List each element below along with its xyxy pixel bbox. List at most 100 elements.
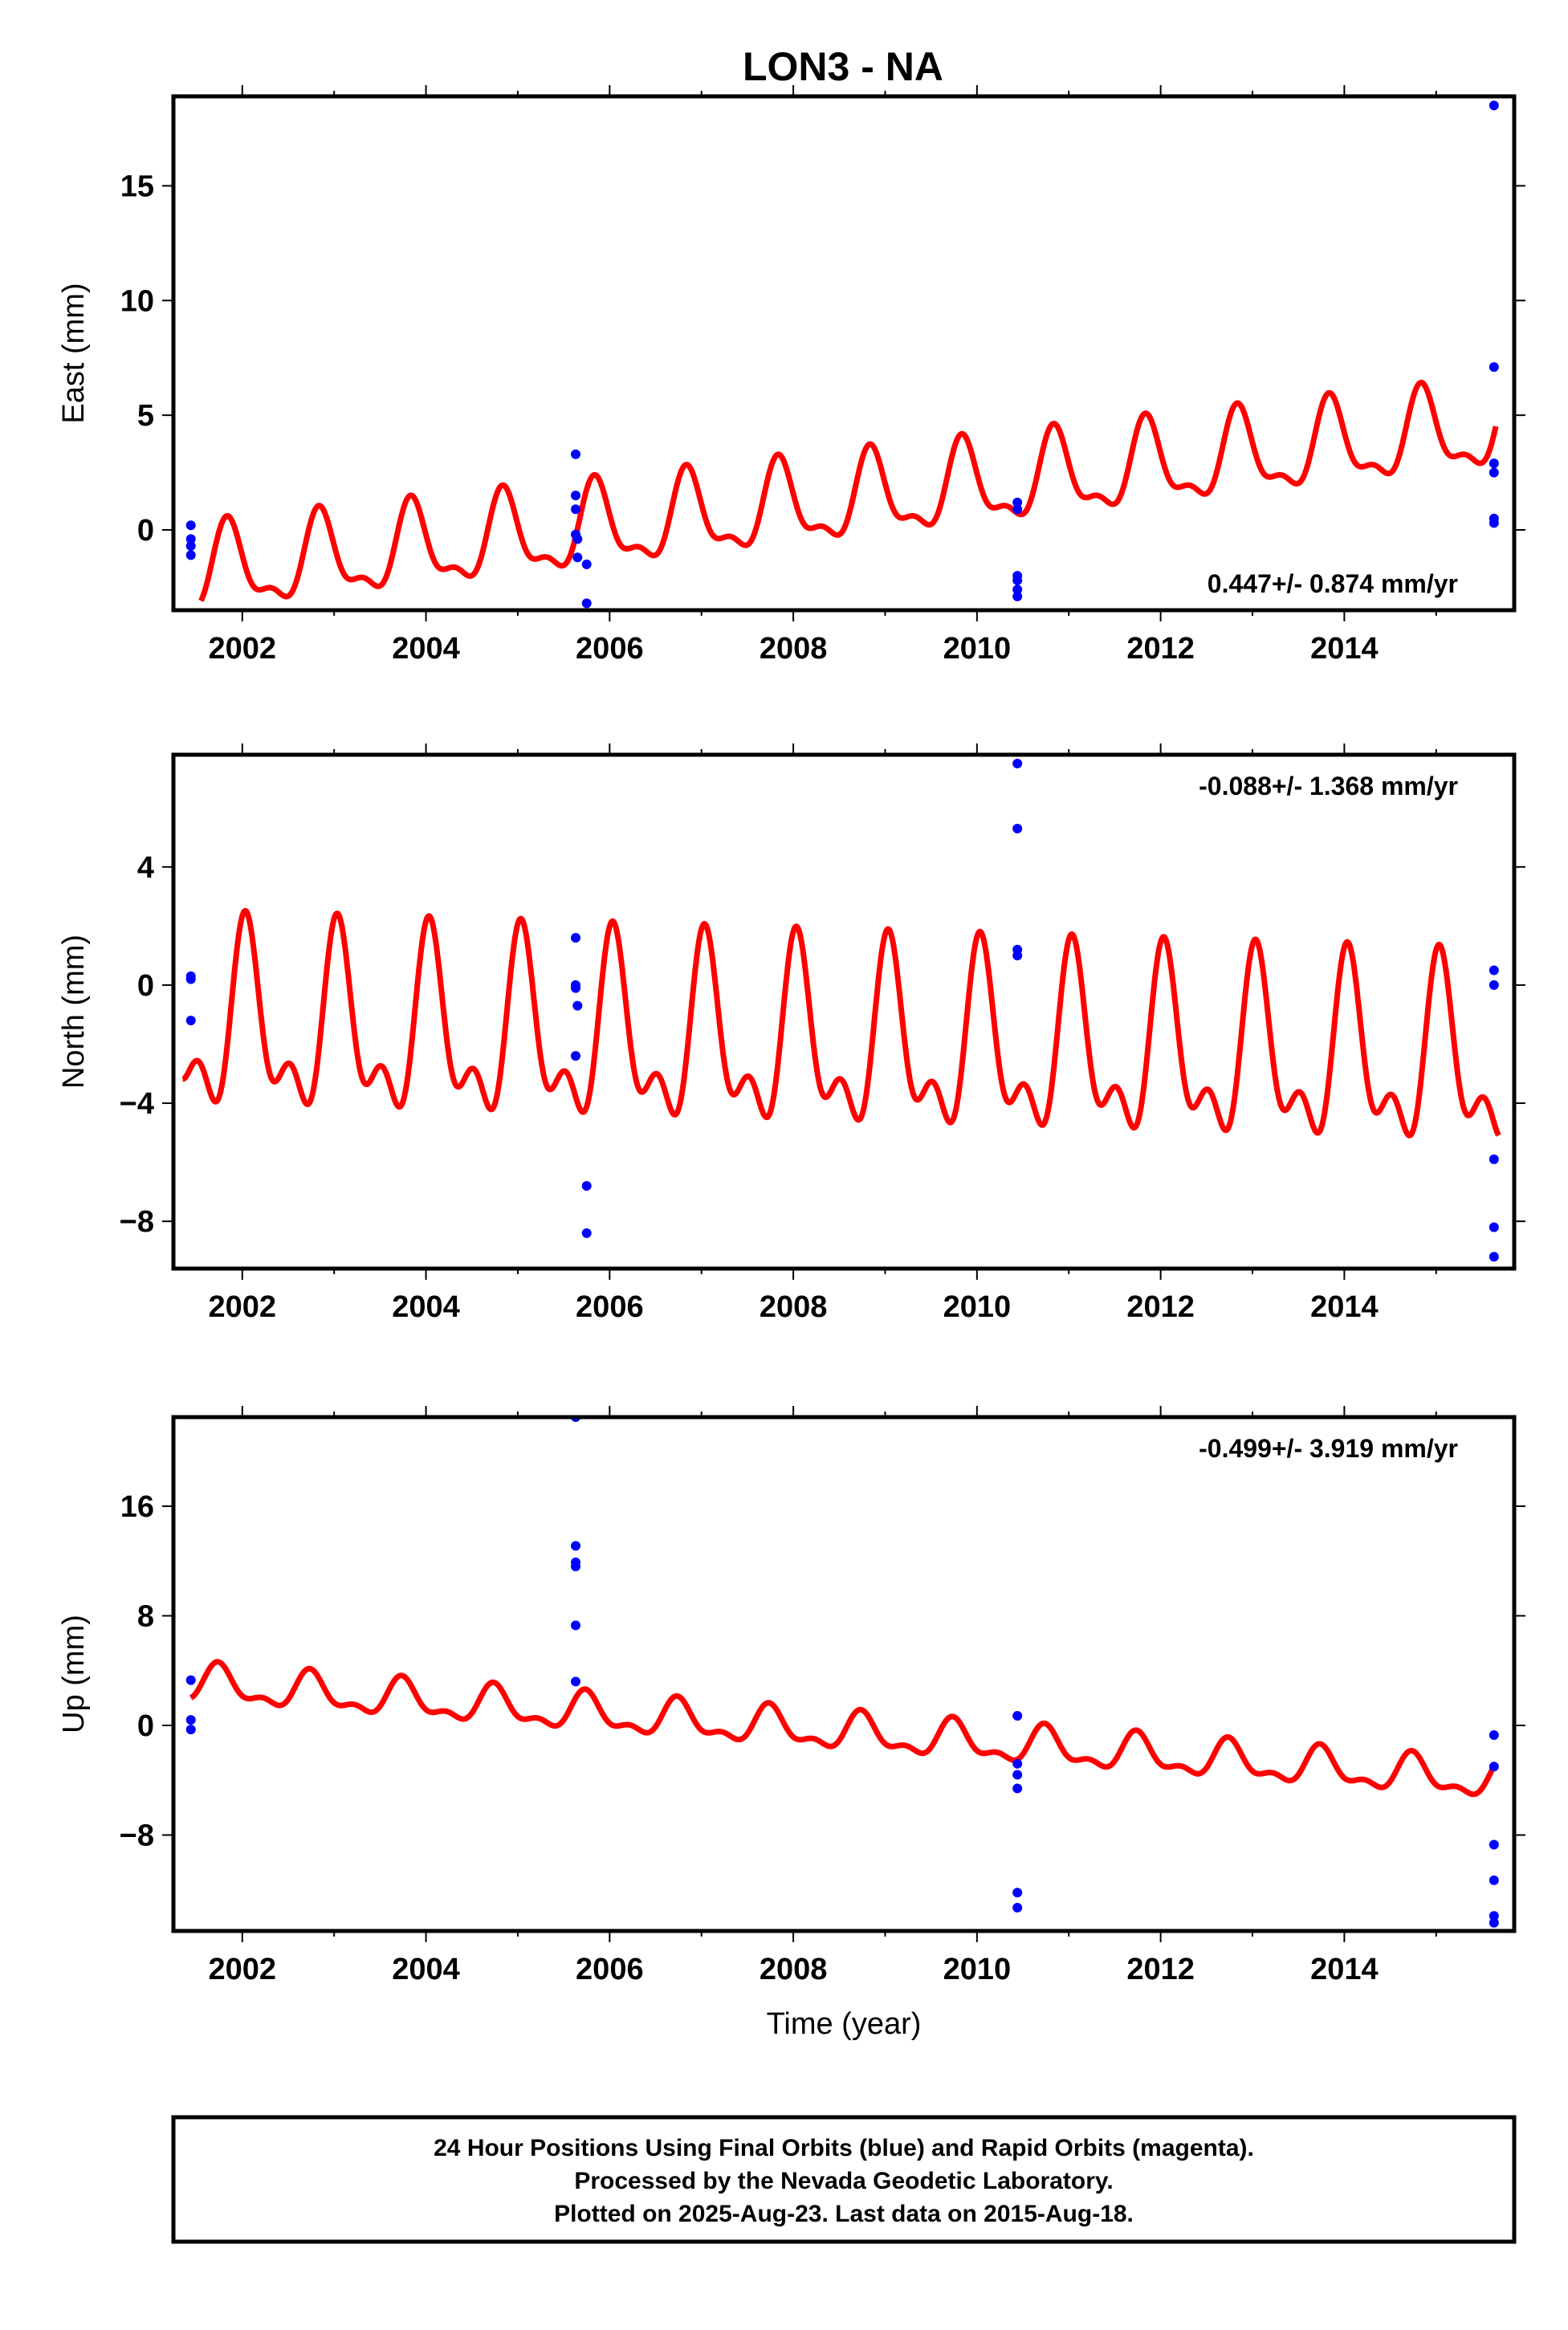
y-tick-label: 8 [137, 1599, 154, 1633]
data-point [1489, 1762, 1499, 1772]
data-point [572, 552, 583, 563]
x-tick-label: 2014 [1310, 632, 1379, 666]
x-tick-label: 2002 [209, 1953, 277, 1986]
data-point [1012, 504, 1023, 515]
data-point [185, 520, 196, 531]
data-point [571, 933, 580, 943]
plot-area [185, 100, 1499, 609]
y-tick-label: −4 [120, 1087, 154, 1121]
data-point [1489, 362, 1499, 373]
x-tick-label: 2008 [760, 632, 828, 666]
data-point [1012, 1758, 1023, 1769]
chart-title: LON3 - NA [743, 44, 943, 89]
data-point [571, 504, 580, 515]
data-point [571, 491, 580, 501]
data-point [1489, 1911, 1499, 1921]
data-point [571, 983, 580, 993]
panel-north: 2002 2004 2006 2008 2010 2012 2014 −8 −4 0 4 North … [57, 743, 1525, 1324]
panel-up: 2002 2004 2006 2008 2010 2012 2014 −8 0 8 16 Up (mm… [57, 1406, 1525, 2041]
data-point [1489, 965, 1499, 976]
data-point [581, 598, 592, 609]
data-point [1489, 518, 1499, 528]
data-point [1012, 1770, 1023, 1780]
x-tick-label: 2004 [392, 1953, 460, 1986]
x-tick-label: 2014 [1310, 1290, 1379, 1324]
rate-label: 0.447+/- 0.874 mm/yr [1208, 569, 1458, 598]
data-point [185, 1016, 196, 1026]
y-tick-label: 10 [120, 284, 154, 318]
rate-label: -0.088+/- 1.368 mm/yr [1199, 772, 1458, 800]
x-tick-label: 2008 [760, 1953, 828, 1986]
y-axis-label: East (mm) [57, 283, 91, 423]
data-point [571, 1562, 580, 1572]
y-tick-label: 0 [137, 1709, 154, 1743]
data-point [1012, 591, 1023, 601]
model-curve [198, 379, 1499, 602]
plot-frame [171, 752, 1517, 1271]
x-tick-label: 2012 [1126, 632, 1195, 666]
x-tick-label: 2008 [760, 1290, 828, 1324]
data-point [185, 534, 196, 544]
plot-area [185, 1417, 1499, 1928]
data-point [1012, 1711, 1023, 1721]
plot-area [181, 759, 1501, 1262]
x-tick-label: 2014 [1310, 1953, 1379, 1986]
data-point [572, 534, 583, 544]
x-tick-label: 2004 [392, 1290, 460, 1324]
x-tick-label: 2006 [576, 632, 644, 666]
data-point [1012, 1888, 1023, 1898]
data-point [1489, 1154, 1499, 1164]
x-tick-label: 2006 [576, 1953, 644, 1986]
data-point [1489, 458, 1499, 469]
y-tick-label: 0 [137, 514, 154, 548]
data-point [1489, 980, 1499, 990]
x-tick-label: 2004 [392, 632, 460, 666]
panels: 2002 2004 2006 2008 2010 2012 2014 0 5 10 15 East (… [57, 85, 1525, 2041]
data-point [1489, 1729, 1499, 1740]
footer-line-1: 24 Hour Positions Using Final Orbits (bl… [434, 2135, 1254, 2161]
x-tick-label: 2010 [943, 632, 1012, 666]
y-axis-label: Up (mm) [57, 1615, 91, 1733]
model-curve [181, 907, 1501, 1139]
data-point [1012, 1902, 1023, 1912]
data-point [185, 541, 196, 551]
x-tick-label: 2010 [943, 1953, 1012, 1986]
y-tick-label: 15 [120, 169, 154, 203]
data-point [572, 1000, 583, 1011]
data-point [1489, 1839, 1499, 1850]
data-point [1012, 497, 1023, 507]
data-point [1489, 100, 1499, 111]
panel-east: 2002 2004 2006 2008 2010 2012 2014 0 5 10 15 East (… [57, 85, 1525, 666]
data-point [1489, 1875, 1499, 1885]
rate-label: -0.499+/- 3.919 mm/yr [1199, 1434, 1458, 1463]
data-point [1489, 1917, 1499, 1928]
data-point [571, 1051, 580, 1061]
data-point [571, 1620, 580, 1631]
plot-frame [171, 94, 1517, 613]
data-point [1012, 951, 1023, 961]
data-point [571, 449, 580, 459]
data-point [185, 550, 196, 560]
x-tick-label: 2012 [1126, 1953, 1195, 1986]
y-tick-label: 5 [137, 399, 154, 433]
x-tick-label: 2012 [1126, 1290, 1195, 1324]
data-point [185, 1675, 196, 1685]
x-tick-label: 2010 [943, 1290, 1012, 1324]
y-tick-label: 4 [137, 851, 154, 885]
data-point [581, 1181, 592, 1191]
x-tick-label: 2006 [576, 1290, 644, 1324]
x-tick-label: 2002 [209, 632, 277, 666]
plot-frame [171, 1415, 1517, 1933]
data-point [1012, 823, 1023, 833]
y-tick-label: 0 [137, 969, 154, 1003]
footer-box: 24 Hour Positions Using Final Orbits (bl… [171, 2115, 1517, 2244]
x-axis-label: Time (year) [767, 2007, 922, 2041]
data-point [185, 974, 196, 984]
y-tick-label: 16 [120, 1490, 154, 1524]
data-point [1012, 759, 1023, 769]
x-tick-label: 2002 [209, 1290, 277, 1324]
data-point [581, 1228, 592, 1238]
data-point [1489, 467, 1499, 478]
